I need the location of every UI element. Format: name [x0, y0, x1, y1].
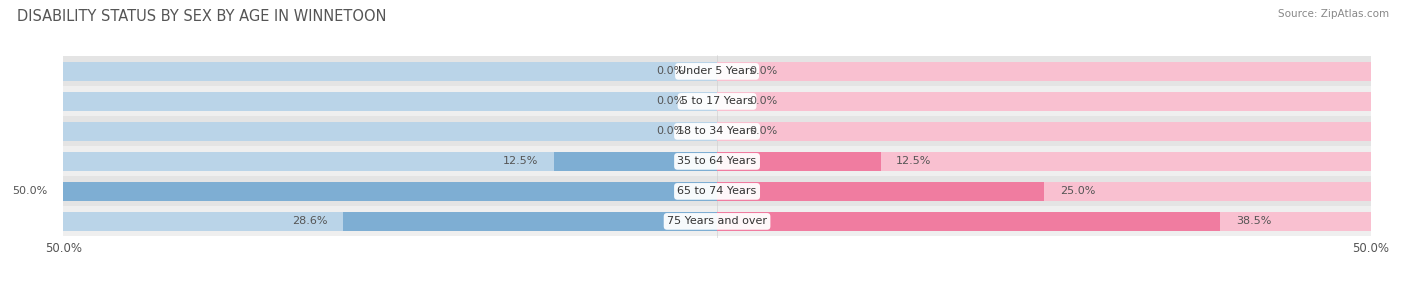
- Bar: [63, 152, 717, 171]
- Bar: [63, 176, 1371, 206]
- Bar: [554, 152, 717, 171]
- Legend: Male, Female: Male, Female: [644, 304, 790, 305]
- Bar: [63, 122, 717, 141]
- Text: Under 5 Years: Under 5 Years: [679, 66, 755, 76]
- Text: Source: ZipAtlas.com: Source: ZipAtlas.com: [1278, 9, 1389, 19]
- Text: 5 to 17 Years: 5 to 17 Years: [681, 96, 754, 106]
- Bar: [63, 117, 1371, 146]
- Bar: [717, 152, 880, 171]
- Text: 65 to 74 Years: 65 to 74 Years: [678, 186, 756, 196]
- Bar: [717, 182, 1043, 201]
- Text: 0.0%: 0.0%: [657, 66, 685, 76]
- Text: 75 Years and over: 75 Years and over: [666, 217, 768, 226]
- Text: 38.5%: 38.5%: [1236, 217, 1271, 226]
- Bar: [63, 62, 717, 81]
- Text: 12.5%: 12.5%: [502, 156, 538, 167]
- Text: 35 to 64 Years: 35 to 64 Years: [678, 156, 756, 167]
- Bar: [717, 212, 1220, 231]
- Text: 25.0%: 25.0%: [1060, 186, 1095, 196]
- Bar: [717, 92, 1371, 111]
- Bar: [63, 86, 1371, 117]
- Bar: [717, 212, 1371, 231]
- Text: 18 to 34 Years: 18 to 34 Years: [678, 126, 756, 136]
- Bar: [63, 182, 717, 201]
- Text: 12.5%: 12.5%: [896, 156, 932, 167]
- Bar: [717, 122, 1371, 141]
- Text: 0.0%: 0.0%: [657, 96, 685, 106]
- Text: 28.6%: 28.6%: [292, 217, 328, 226]
- Bar: [63, 146, 1371, 176]
- Bar: [63, 212, 717, 231]
- Text: 0.0%: 0.0%: [749, 66, 778, 76]
- Bar: [63, 92, 717, 111]
- Text: 0.0%: 0.0%: [657, 126, 685, 136]
- Text: 50.0%: 50.0%: [13, 186, 48, 196]
- Bar: [717, 62, 1371, 81]
- Bar: [343, 212, 717, 231]
- Bar: [717, 182, 1371, 201]
- Bar: [63, 206, 1371, 236]
- Bar: [717, 152, 1371, 171]
- Text: 0.0%: 0.0%: [749, 126, 778, 136]
- Bar: [63, 182, 717, 201]
- Text: DISABILITY STATUS BY SEX BY AGE IN WINNETOON: DISABILITY STATUS BY SEX BY AGE IN WINNE…: [17, 9, 387, 24]
- Bar: [63, 56, 1371, 86]
- Text: 0.0%: 0.0%: [749, 96, 778, 106]
